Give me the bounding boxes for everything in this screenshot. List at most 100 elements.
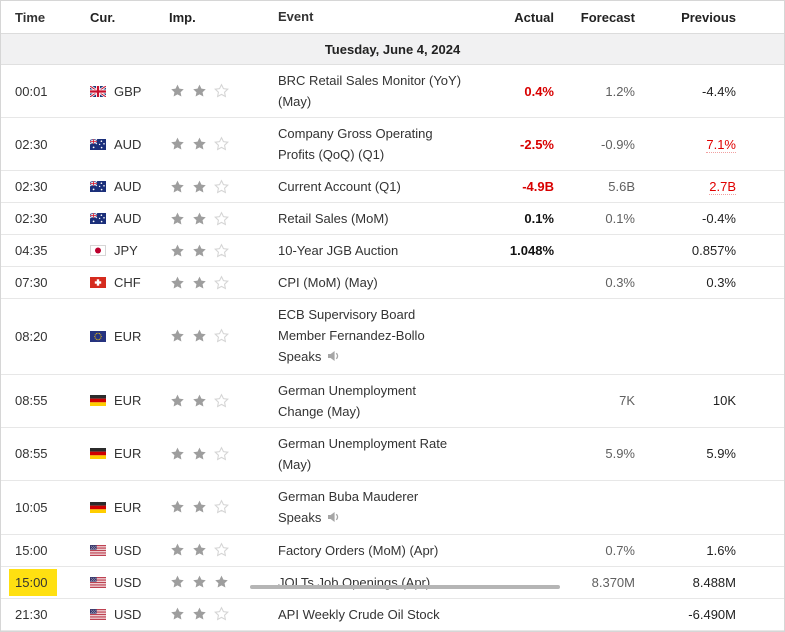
currency-cell: AUD <box>85 137 161 152</box>
currency-cell: USD <box>85 607 161 622</box>
event-name[interactable]: BRC Retail Sales Monitor (YoY) (May) <box>278 73 462 110</box>
event-name[interactable]: CPI (MoM) (May) <box>278 275 378 291</box>
event-name[interactable]: German Buba Mauderer Speaks <box>278 488 419 525</box>
speaker-icon <box>327 347 341 368</box>
au-flag-icon <box>90 181 106 193</box>
star-icon <box>169 542 186 558</box>
previous-value-revised[interactable]: 2.7B <box>709 179 736 196</box>
event-time: 08:20 <box>15 328 48 344</box>
currency-code: AUD <box>114 211 142 227</box>
importance-stars <box>161 542 266 558</box>
event-time: 02:30 <box>15 136 48 152</box>
previous-value-revised[interactable]: 7.1% <box>706 136 736 153</box>
star-icon <box>191 606 208 622</box>
currency-cell: JPY <box>85 243 161 258</box>
column-header-currency: Cur. <box>90 9 116 25</box>
event-row: 10:05 EUR German Buba Mauderer Speaks <box>1 481 784 535</box>
currency-code: CHF <box>114 275 141 291</box>
us-flag-icon <box>90 544 106 556</box>
previous-cell: 7.1% <box>640 136 740 153</box>
previous-cell: -6.490M <box>640 607 740 622</box>
previous-cell: 8.488M <box>640 575 740 590</box>
event-name[interactable]: Company Gross Operating Profits (QoQ) (Q… <box>278 126 433 163</box>
event-cell: German Buba Mauderer Speaks <box>266 481 474 534</box>
star-outline-icon <box>213 446 230 462</box>
event-cell: API Weekly Crude Oil Stock <box>266 599 474 630</box>
previous-cell: -4.4% <box>640 84 740 99</box>
previous-value: 1.6% <box>706 542 736 558</box>
star-icon <box>169 211 186 227</box>
star-icon <box>169 446 186 462</box>
forecast-value: 1.2% <box>605 83 635 99</box>
event-cell: CPI (MoM) (May) <box>266 267 474 298</box>
currency-cell: USD <box>85 575 161 590</box>
currency-cell: GBP <box>85 84 161 99</box>
currency-code: AUD <box>114 179 142 195</box>
event-time: 02:30 <box>15 211 48 227</box>
currency-cell: AUD <box>85 179 161 194</box>
currency-cell: AUD <box>85 211 161 226</box>
star-icon <box>191 136 208 152</box>
event-cell: German Unemployment Rate (May) <box>266 428 474 480</box>
eu-flag-icon <box>90 330 106 342</box>
importance-stars <box>161 136 266 152</box>
event-row: 08:55 EUR German Unemployment Rate (May) 5.… <box>1 428 784 481</box>
event-name[interactable]: German Unemployment Rate (May) <box>278 435 448 472</box>
time-cell: 08:55 <box>1 393 85 408</box>
star-icon <box>191 328 208 344</box>
event-cell: ECB Supervisory Board Member Fernandez-B… <box>266 299 474 373</box>
currency-code: EUR <box>114 446 142 462</box>
de-flag-icon <box>90 448 106 460</box>
event-name[interactable]: ECB Supervisory Board Member Fernandez-B… <box>278 307 425 365</box>
previous-value: -4.4% <box>702 83 736 99</box>
us-flag-icon <box>90 608 106 620</box>
event-name[interactable]: German Unemployment Change (May) <box>278 382 416 419</box>
importance-stars <box>161 393 266 409</box>
importance-stars <box>161 606 266 622</box>
event-name[interactable]: 10-Year JGB Auction <box>278 243 399 259</box>
importance-stars <box>161 83 266 99</box>
star-icon <box>191 446 208 462</box>
forecast-value: 5.9% <box>605 446 635 462</box>
forecast-cell: 5.9% <box>556 446 640 461</box>
event-cell: 10-Year JGB Auction <box>266 235 474 266</box>
column-header-previous: Previous <box>681 9 736 25</box>
scrollbar-thumb[interactable] <box>250 585 560 589</box>
time-cell: 02:30 <box>1 179 85 194</box>
event-name[interactable]: Current Account (Q1) <box>278 179 401 195</box>
forecast-value: 8.370M <box>591 574 635 590</box>
event-row: 21:30 USD API Weekly Crude Oil Stock -6.490… <box>1 599 784 631</box>
currency-code: JPY <box>114 243 138 259</box>
importance-stars <box>161 446 266 462</box>
horizontal-scrollbar <box>0 585 785 590</box>
actual-value: -2.5% <box>520 136 554 152</box>
previous-value: 0.3% <box>706 275 736 291</box>
time-cell: 21:30 <box>1 607 85 622</box>
currency-code: EUR <box>114 328 142 344</box>
jp-flag-icon <box>90 245 106 257</box>
currency-cell: EUR <box>85 500 161 515</box>
actual-value: 1.048% <box>509 243 554 259</box>
event-time: 02:30 <box>15 179 48 195</box>
actual-cell: 0.1% <box>474 211 556 226</box>
previous-value: 10K <box>712 393 736 409</box>
importance-stars <box>161 275 266 291</box>
star-outline-icon <box>213 211 230 227</box>
importance-stars <box>161 574 266 590</box>
star-icon <box>169 574 186 590</box>
star-icon <box>169 275 186 291</box>
star-icon <box>169 393 186 409</box>
event-name[interactable]: API Weekly Crude Oil Stock <box>278 606 440 622</box>
time-cell: 15:00 <box>1 543 85 558</box>
event-time-highlighted: 15:00 <box>9 568 57 596</box>
star-outline-icon <box>213 243 230 259</box>
event-name[interactable]: Retail Sales (MoM) <box>278 211 389 227</box>
previous-cell: 0.3% <box>640 275 740 290</box>
previous-cell: 5.9% <box>640 446 740 461</box>
forecast-cell: 1.2% <box>556 84 640 99</box>
au-flag-icon <box>90 138 106 150</box>
importance-stars <box>161 243 266 259</box>
event-name[interactable]: Factory Orders (MoM) (Apr) <box>278 542 439 558</box>
column-header-event: Event <box>278 9 314 25</box>
currency-code: USD <box>114 542 142 558</box>
